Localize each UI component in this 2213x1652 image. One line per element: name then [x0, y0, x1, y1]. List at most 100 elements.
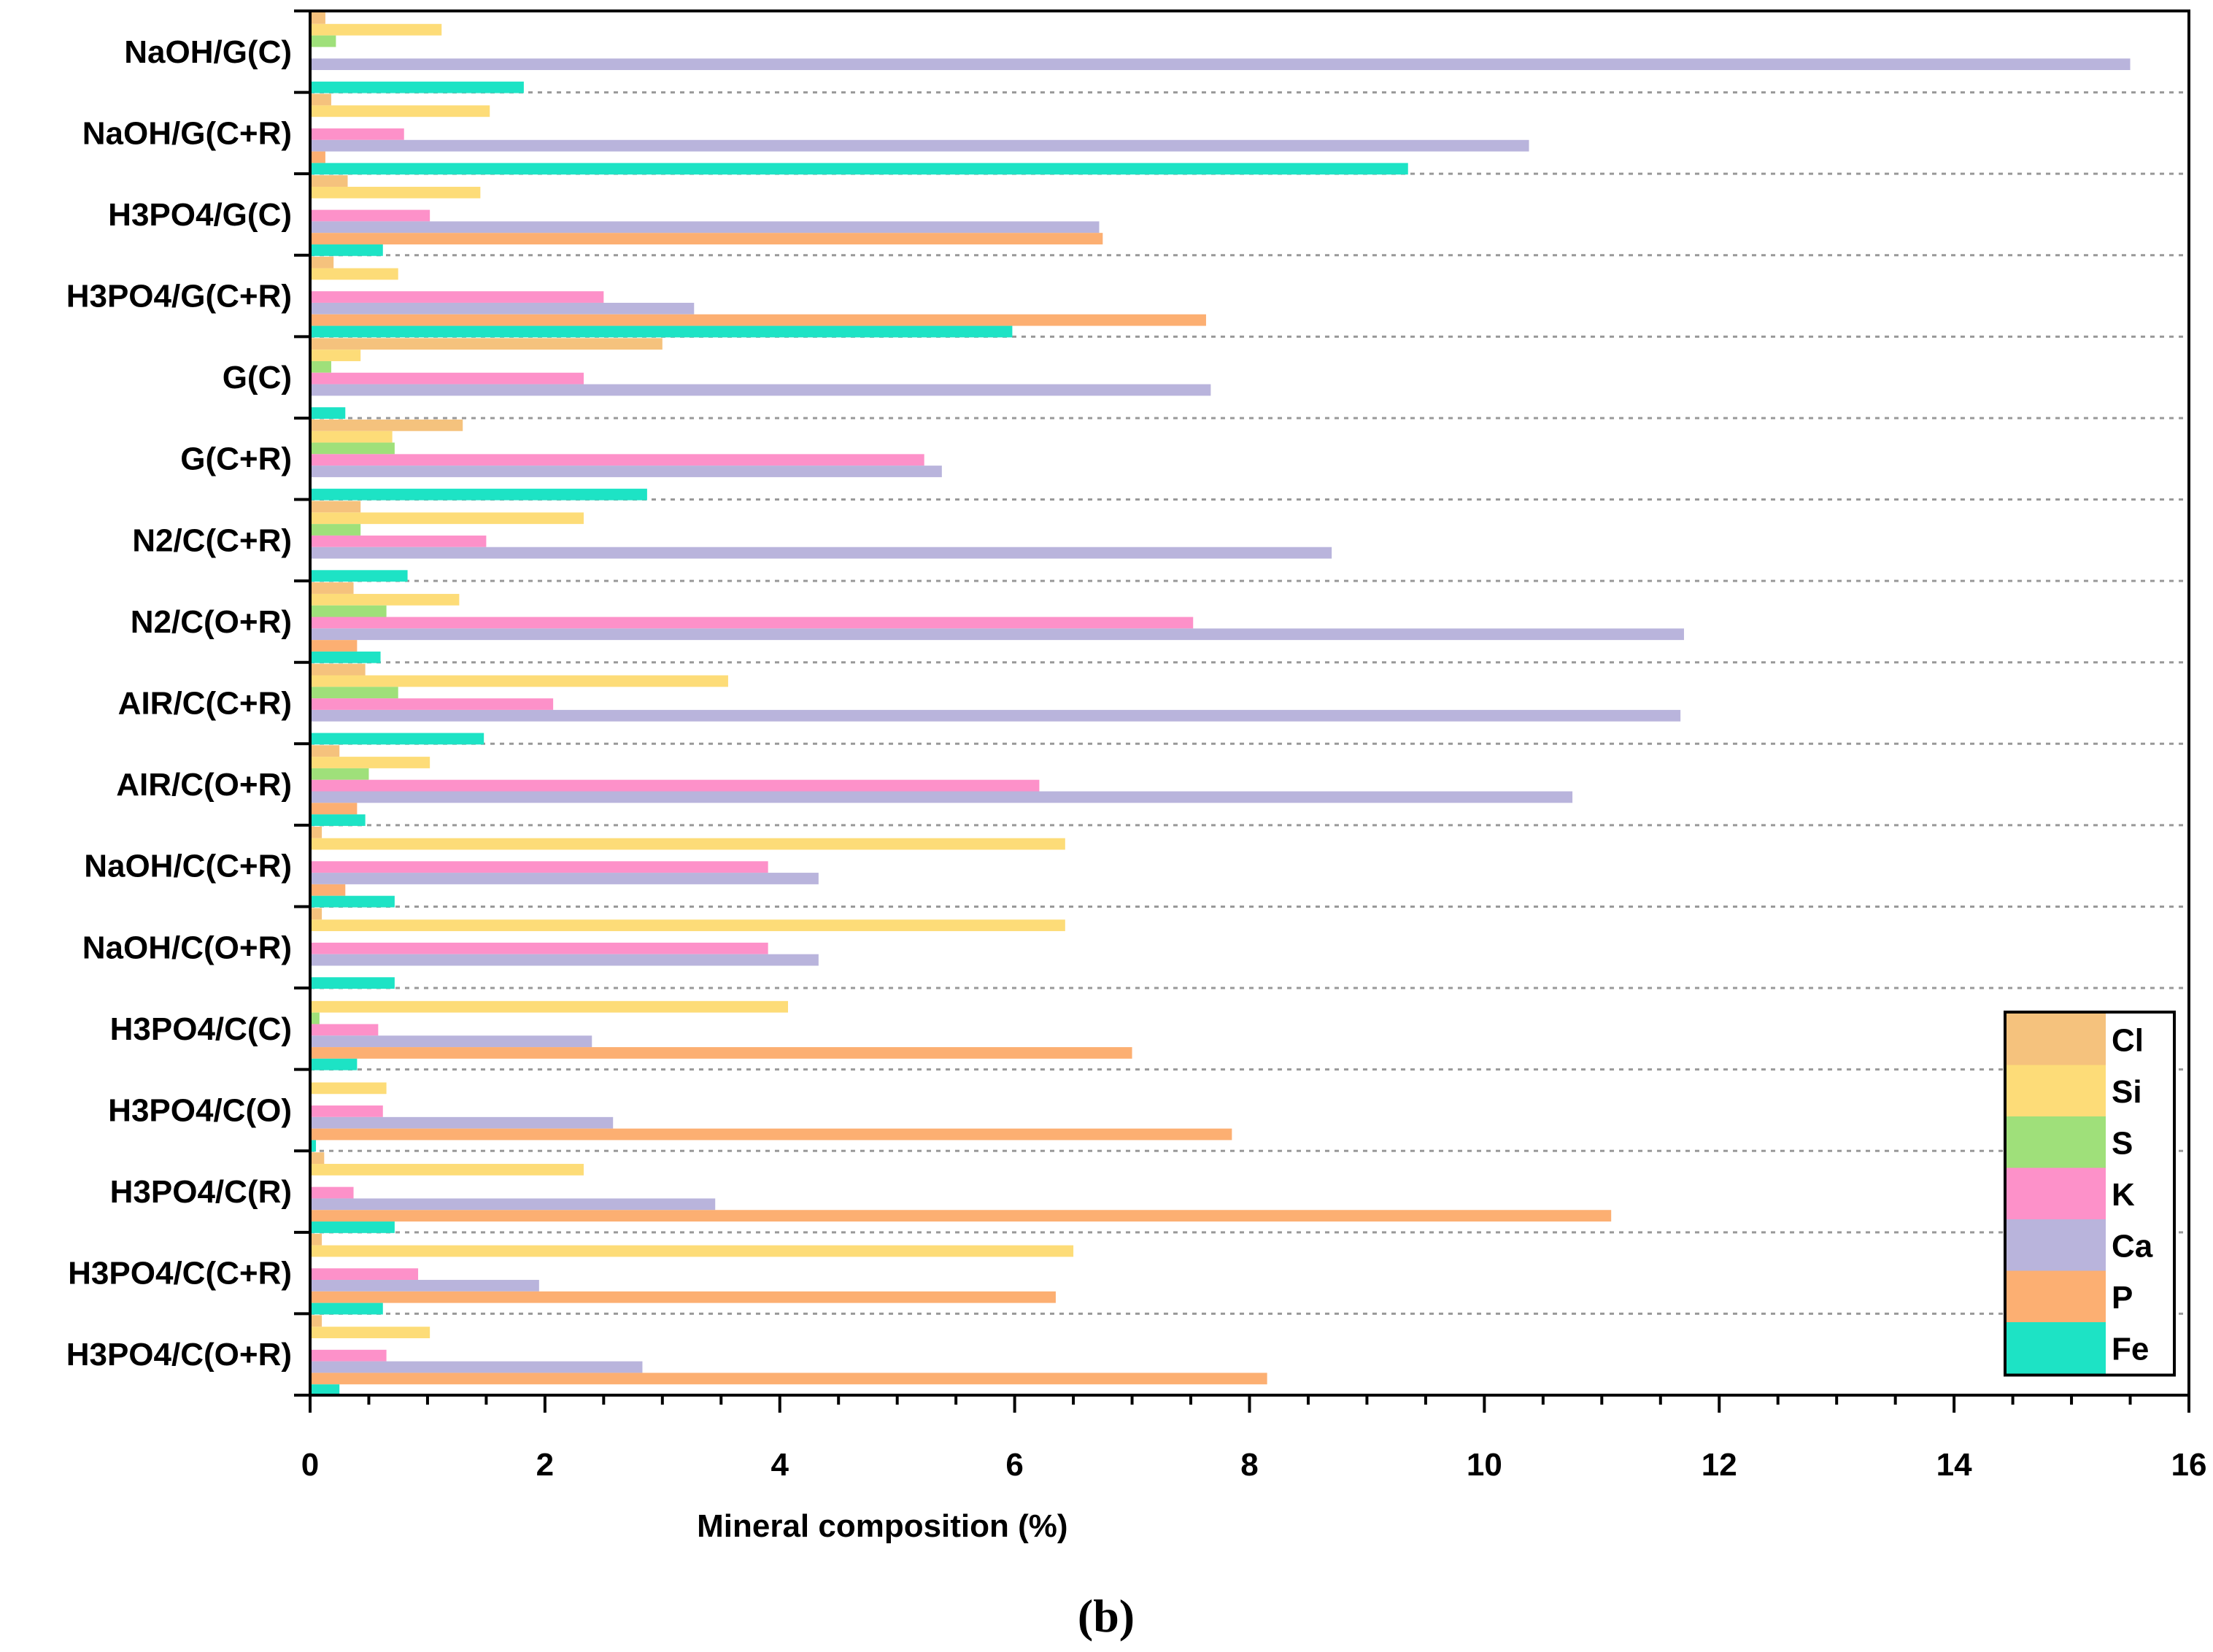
bar-p: [310, 1291, 1056, 1303]
bar-cl: [310, 1233, 323, 1246]
legend-swatch-p: [2007, 1270, 2106, 1322]
bar-p: [310, 1128, 1232, 1140]
x-tick-label: 2: [536, 1447, 554, 1483]
x-tick-label: 12: [1702, 1447, 1737, 1483]
axis-ticks: [294, 9, 2190, 1413]
bar-ca: [310, 954, 819, 966]
bar-fe: [310, 733, 484, 745]
bar-ca: [310, 466, 942, 477]
bar-s: [310, 35, 336, 47]
category-label: NaOH/C(C+R): [84, 849, 292, 884]
bar-si: [310, 1245, 1074, 1257]
bar-ca: [310, 791, 1573, 803]
bar-cl: [310, 93, 331, 106]
bar-p: [310, 640, 358, 652]
bar-ca: [310, 384, 1211, 396]
legend-swatch-si: [2007, 1065, 2106, 1116]
x-tick-label: 10: [1467, 1447, 1502, 1483]
bar-si: [310, 757, 430, 768]
bar-s: [310, 442, 395, 455]
legend-label: Fe: [2112, 1331, 2149, 1367]
bar-k: [310, 1349, 387, 1362]
bar-ca: [310, 1280, 539, 1292]
bar-fe: [310, 895, 395, 908]
bar-ca: [310, 1116, 614, 1129]
bar-ca: [310, 58, 2131, 70]
bar-si: [310, 186, 481, 198]
bar-p: [310, 314, 1206, 326]
bar-k: [310, 128, 404, 140]
bar-k: [310, 535, 487, 547]
category-labels: NaOH/G(C) NaOH/G(C+R) H3PO4/G(C) H3PO4/G(C+…: [66, 34, 292, 1373]
category-label: H3PO4/C(O+R): [66, 1337, 292, 1373]
bar-ca: [310, 1035, 592, 1048]
figure-caption: (b): [1078, 1590, 1135, 1642]
bar-si: [310, 105, 490, 117]
bar-si: [310, 1327, 430, 1339]
legend-label: S: [2112, 1125, 2133, 1161]
x-tick-label: 0: [301, 1447, 319, 1483]
bar-k: [310, 1105, 383, 1117]
bar-cl: [310, 419, 463, 431]
category-label: H3PO4/C(R): [110, 1174, 292, 1210]
bar-cl: [310, 501, 361, 513]
bar-cl: [310, 175, 348, 187]
category-label: H3PO4/G(C): [108, 197, 292, 233]
category-label: N2/C(C+R): [132, 522, 292, 558]
bar-si: [310, 23, 442, 36]
bar-ca: [310, 628, 1684, 641]
category-label: AIR/C(O+R): [116, 767, 292, 803]
bar-si: [310, 431, 393, 443]
bar-s: [310, 524, 361, 536]
bar-k: [310, 779, 1040, 792]
bar-ca: [310, 547, 1332, 559]
bar-fe: [310, 325, 1013, 338]
bar-fe: [310, 570, 408, 582]
x-tick-label: 6: [1005, 1447, 1023, 1483]
bar-ca: [310, 221, 1100, 233]
bar-cl: [310, 256, 334, 269]
bar-fe: [310, 407, 346, 419]
bar-si: [310, 512, 584, 525]
bar-s: [310, 605, 387, 617]
bar-si: [310, 919, 1065, 932]
bar-cl: [310, 826, 323, 838]
bar-k: [310, 291, 604, 303]
bar-cl: [310, 582, 354, 594]
category-label: NaOH/C(O+R): [82, 930, 292, 965]
category-label: N2/C(O+R): [131, 604, 292, 640]
bar-fe: [310, 1384, 340, 1397]
category-label: G(C): [223, 360, 292, 395]
category-label: NaOH/G(C): [124, 34, 292, 70]
bar-fe: [310, 1058, 358, 1070]
bar-ca: [310, 1361, 643, 1373]
bar-si: [310, 593, 460, 606]
legend-label: Cl: [2112, 1022, 2144, 1058]
category-label: H3PO4/C(C+R): [68, 1256, 292, 1292]
bar-cl: [310, 338, 663, 350]
bar-fe: [310, 1221, 395, 1233]
bar-k: [310, 209, 430, 222]
legend-swatch-s: [2007, 1116, 2106, 1168]
bar-k: [310, 861, 768, 873]
bar-si: [310, 838, 1065, 850]
x-tick-label: 16: [2171, 1447, 2207, 1483]
bar-si: [310, 1000, 789, 1013]
legend-label: Si: [2112, 1074, 2142, 1110]
bar-ca: [310, 139, 1529, 152]
x-tick-label: 4: [771, 1447, 789, 1483]
legend-swatch-k: [2007, 1167, 2106, 1219]
bars-group: [310, 12, 2131, 1397]
category-label: H3PO4/C(O): [108, 1092, 292, 1128]
legend: Cl Si SK Ca P Fe: [2004, 1011, 2176, 1377]
bar-k: [310, 1186, 354, 1199]
bar-p: [310, 1210, 1612, 1222]
bar-ca: [310, 873, 819, 884]
x-tick-labels: 0 2 4 6 8 10 12 14 16: [301, 1447, 2207, 1483]
plot-frame: [309, 9, 2190, 1397]
category-label: NaOH/G(C+R): [82, 115, 292, 151]
bar-k: [310, 617, 1194, 629]
x-tick-label: 8: [1240, 1447, 1258, 1483]
category-label: G(C+R): [180, 441, 292, 477]
